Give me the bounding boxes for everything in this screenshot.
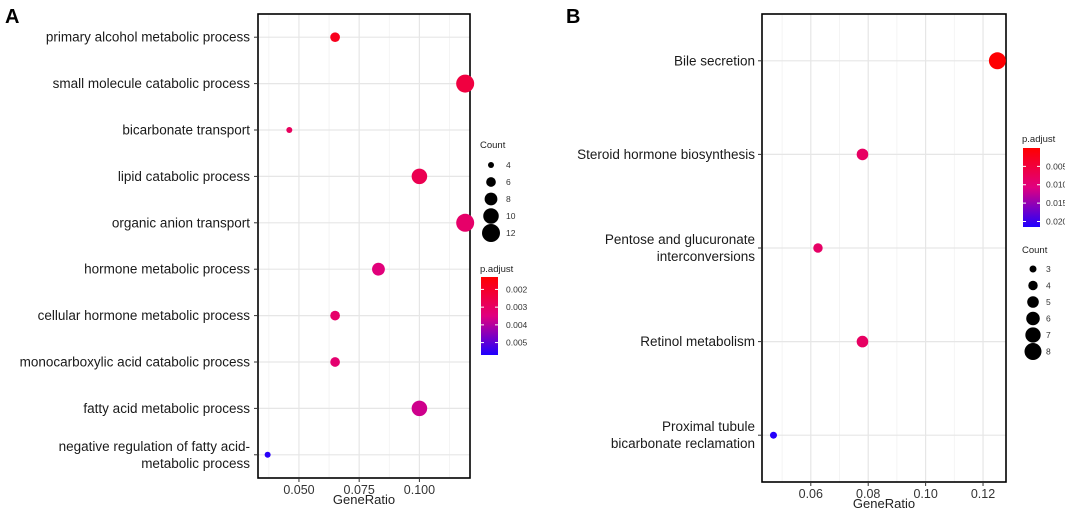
data-point	[456, 213, 475, 232]
category-label: primary alcohol metabolic process	[46, 30, 250, 45]
category-label: Proximal tubule	[662, 419, 755, 434]
data-point	[813, 243, 823, 253]
padj-color-bar	[481, 277, 498, 355]
category-label: cellular hormone metabolic process	[38, 308, 251, 323]
x-tick-label: 0.050	[283, 483, 314, 497]
padj-legend-label: 0.004	[506, 320, 528, 330]
count-legend-title: Count	[480, 140, 506, 151]
count-legend-dot	[483, 208, 499, 224]
data-point	[769, 431, 777, 439]
data-point	[330, 310, 340, 321]
category-label: Retinol metabolism	[640, 334, 755, 349]
x-tick-label: 0.08	[856, 487, 880, 501]
count-legend-dot	[1024, 343, 1042, 360]
count-legend-label: 8	[1046, 347, 1051, 357]
category-label: negative regulation of fatty acid-	[59, 439, 250, 454]
category-label: lipid catabolic process	[118, 169, 250, 184]
category-label: Steroid hormone biosynthesis	[577, 147, 755, 162]
padj-legend-label: 0.005	[1046, 161, 1065, 171]
data-point	[330, 357, 340, 367]
category-label: bicarbonate reclamation	[611, 436, 755, 451]
data-point	[856, 335, 869, 348]
count-legend-label: 3	[1046, 264, 1051, 274]
count-legend-label: 8	[506, 194, 511, 204]
x-tick-label: 0.10	[913, 487, 937, 501]
x-tick-label: 0.100	[404, 483, 435, 497]
count-legend-label: 5	[1046, 297, 1051, 307]
count-legend-label: 12	[506, 228, 516, 238]
count-legend-dot	[486, 177, 496, 187]
category-label: metabolic process	[141, 456, 250, 471]
padj-legend-label: 0.015	[1046, 198, 1065, 208]
count-legend-label: 7	[1046, 330, 1051, 340]
x-axis-title: GeneRatio	[333, 492, 395, 507]
count-legend-label: 6	[506, 177, 511, 187]
category-label: small molecule catabolic process	[53, 76, 251, 91]
data-point	[372, 262, 385, 276]
padj-legend-title: p.adjust	[1022, 134, 1056, 145]
padj-legend-label: 0.003	[506, 302, 528, 312]
count-legend-label: 4	[506, 160, 511, 170]
data-point	[411, 168, 428, 185]
panel-letter: A	[5, 6, 19, 28]
data-point	[988, 52, 1006, 70]
padj-color-bar	[1023, 148, 1040, 227]
x-tick-label: 0.12	[971, 487, 995, 501]
count-legend-dot	[1029, 265, 1037, 273]
count-legend-dot	[484, 192, 498, 206]
count-legend-title: Count	[1022, 245, 1048, 256]
padj-legend-title: p.adjust	[480, 264, 514, 275]
data-point	[330, 32, 340, 43]
count-legend-dot	[1025, 327, 1041, 343]
padj-legend-label: 0.020	[1046, 216, 1065, 226]
data-point	[856, 148, 869, 161]
panel-b: B Bile secretion Steroid hormone biosynthe…	[566, 6, 1065, 511]
data-point	[456, 74, 475, 93]
count-legend-dot	[1026, 311, 1040, 326]
count-legend-dot	[488, 162, 494, 168]
count-legend-label: 6	[1046, 314, 1051, 324]
category-label: organic anion transport	[112, 215, 250, 230]
data-point	[286, 127, 293, 133]
count-legend-dot	[1028, 280, 1038, 291]
category-label: fatty acid metabolic process	[83, 401, 250, 416]
x-tick-label: 0.075	[344, 483, 375, 497]
category-label: bicarbonate transport	[122, 123, 250, 138]
data-point	[264, 451, 271, 458]
x-axis-title: GeneRatio	[853, 496, 915, 511]
plot-frame	[257, 13, 471, 479]
padj-legend-label: 0.002	[506, 284, 528, 294]
count-legend-label: 10	[506, 211, 516, 221]
data-point	[411, 400, 428, 417]
count-legend-dot	[482, 224, 500, 242]
category-label: hormone metabolic process	[84, 262, 250, 277]
category-label: interconversions	[657, 249, 756, 264]
x-tick-label: 0.06	[799, 487, 823, 501]
category-label: monocarboxylic acid catabolic process	[20, 355, 251, 370]
padj-legend-label: 0.005	[506, 338, 528, 348]
category-label: Bile secretion	[674, 53, 755, 68]
count-legend-label: 4	[1046, 281, 1051, 291]
padj-legend-label: 0.010	[1046, 180, 1065, 190]
count-legend-dot	[1027, 296, 1039, 308]
panel-letter: B	[566, 6, 580, 28]
category-label: Pentose and glucuronate	[605, 232, 755, 247]
